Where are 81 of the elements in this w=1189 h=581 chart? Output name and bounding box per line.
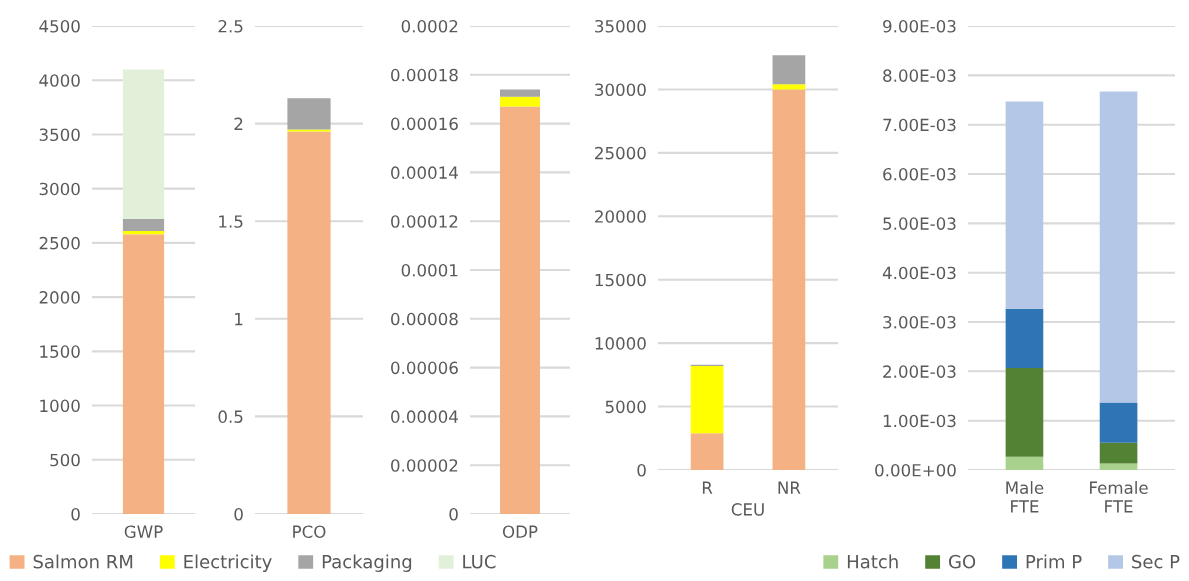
x-tick-label: GWP <box>124 525 163 539</box>
bar <box>1099 463 1138 470</box>
bar <box>1099 402 1138 443</box>
bar <box>500 96 540 107</box>
y-tick-label: 1.00E-03 <box>883 414 956 428</box>
y-tick-label: 5000 <box>605 400 646 414</box>
legend-label: LUC <box>463 554 496 569</box>
bar <box>690 433 724 470</box>
y-tick-label: 1000 <box>40 399 80 413</box>
legend-label: Salmon RM <box>33 554 133 569</box>
bar <box>772 84 806 90</box>
bar <box>1005 456 1044 470</box>
y-tick-label: 0.00012 <box>391 215 458 228</box>
y-tick-label: 35000 <box>595 19 646 33</box>
y-tick-label: 25000 <box>595 146 646 160</box>
legend-label: Hatch <box>847 554 898 569</box>
y-tick-label: 1500 <box>40 345 80 358</box>
y-tick-label: 0.00018 <box>391 68 458 82</box>
bar <box>690 365 724 434</box>
x-tick-label: R <box>702 481 713 494</box>
bar <box>500 89 540 97</box>
y-tick-label: 8.00E-03 <box>883 69 956 82</box>
x-tick-label: PCO <box>293 525 326 539</box>
bar <box>772 89 806 470</box>
y-tick-label: 0.00016 <box>391 117 458 131</box>
bar <box>1005 308 1044 368</box>
y-tick-label: 0 <box>449 507 458 521</box>
y-tick-label: 5.00E-03 <box>883 217 956 230</box>
bar <box>122 230 165 235</box>
y-tick-label: 7.00E-03 <box>883 118 956 132</box>
x-tick-label: ODP <box>502 525 538 539</box>
legend-label: Prim P <box>1026 554 1082 569</box>
y-tick-label: 6.00E-03 <box>883 167 956 181</box>
bar <box>122 69 165 220</box>
y-tick-label: 30000 <box>595 83 646 96</box>
y-tick-label: 0 <box>234 507 243 521</box>
bar <box>1005 367 1044 457</box>
bar <box>287 98 331 130</box>
y-tick-label: 0.0002 <box>401 19 458 33</box>
y-tick-label: 4500 <box>39 19 80 33</box>
bar <box>1099 442 1138 464</box>
y-tick-label: 3500 <box>39 128 80 142</box>
y-tick-label: 2.00E-03 <box>883 365 956 378</box>
y-tick-label: 0.00006 <box>391 361 458 375</box>
bar <box>122 219 165 231</box>
y-tick-label: 0.00004 <box>391 410 458 423</box>
legend-label: Sec P <box>1132 554 1180 569</box>
y-tick-label: 0.00014 <box>391 166 458 179</box>
y-tick-label: 15000 <box>595 273 646 287</box>
y-tick-label: 9.00E-03 <box>883 19 956 33</box>
y-tick-label: 4000 <box>39 74 80 87</box>
legend-label: Packaging <box>322 554 412 572</box>
y-tick-label: 2.5 <box>218 19 243 33</box>
legend-label: Electricity <box>184 554 272 572</box>
y-tick-label: 3.00E-03 <box>883 315 956 329</box>
y-tick-label: 0.00E+00 <box>875 463 956 477</box>
y-tick-label: 0 <box>637 463 646 477</box>
y-tick-label: 1.5 <box>219 215 243 228</box>
x-axis-title: CEU <box>731 503 764 516</box>
y-tick-label: 2000 <box>39 291 80 304</box>
legend-label: GO <box>949 554 976 569</box>
y-tick-label: 2500 <box>39 236 80 250</box>
y-tick-label: 0.00008 <box>391 312 458 326</box>
y-tick-label: 2 <box>234 117 243 130</box>
x-tick-label: NR <box>778 481 801 494</box>
y-tick-label: 1 <box>235 312 243 326</box>
x-tick-label: Female FTE <box>1090 481 1148 513</box>
y-tick-label: 0.00002 <box>391 459 458 472</box>
bar <box>772 55 806 85</box>
y-tick-label: 3000 <box>39 182 80 196</box>
y-tick-label: 0.0001 <box>401 263 458 277</box>
y-tick-label: 4.00E-03 <box>882 266 956 280</box>
x-tick-label: Male FTE <box>1006 481 1044 513</box>
bar <box>122 234 165 514</box>
y-tick-label: 20000 <box>595 210 646 223</box>
y-tick-label: 500 <box>50 453 80 467</box>
bar <box>1005 101 1044 309</box>
y-tick-label: 0.5 <box>218 410 243 423</box>
bar <box>1099 91 1138 403</box>
y-tick-label: 0 <box>71 507 80 521</box>
y-tick-label: 10000 <box>595 337 646 350</box>
